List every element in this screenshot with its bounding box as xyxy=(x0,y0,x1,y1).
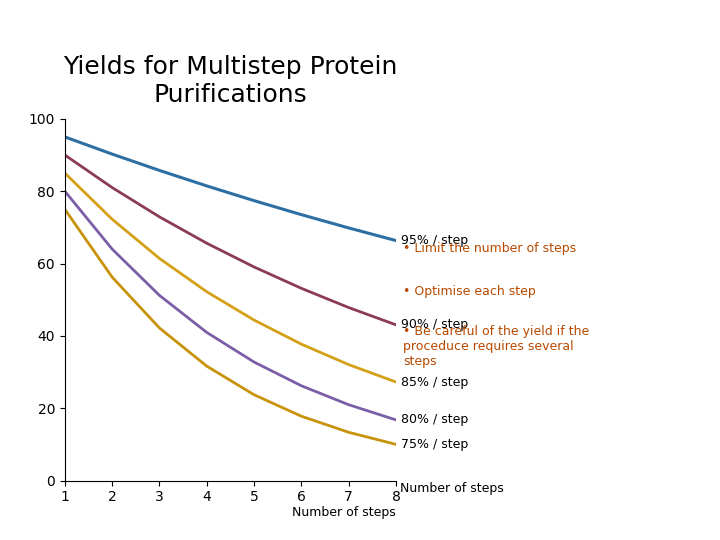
Text: 75% / step: 75% / step xyxy=(401,438,468,451)
Text: • Optimise each step: • Optimise each step xyxy=(403,285,536,298)
Text: 85% / step: 85% / step xyxy=(401,375,468,388)
Text: 90% / step: 90% / step xyxy=(401,319,468,332)
Text: • Limit the number of steps: • Limit the number of steps xyxy=(403,242,576,255)
Text: Number of steps: Number of steps xyxy=(400,482,503,495)
Title: Yields for Multistep Protein
Purifications: Yields for Multistep Protein Purificatio… xyxy=(63,55,397,107)
Text: 95% / step: 95% / step xyxy=(401,234,468,247)
Text: 80% / step: 80% / step xyxy=(401,414,468,427)
Text: Number of steps: Number of steps xyxy=(292,506,396,519)
Text: • Be careful of the yield if the
proceduce requires several
steps: • Be careful of the yield if the procedu… xyxy=(403,325,590,368)
